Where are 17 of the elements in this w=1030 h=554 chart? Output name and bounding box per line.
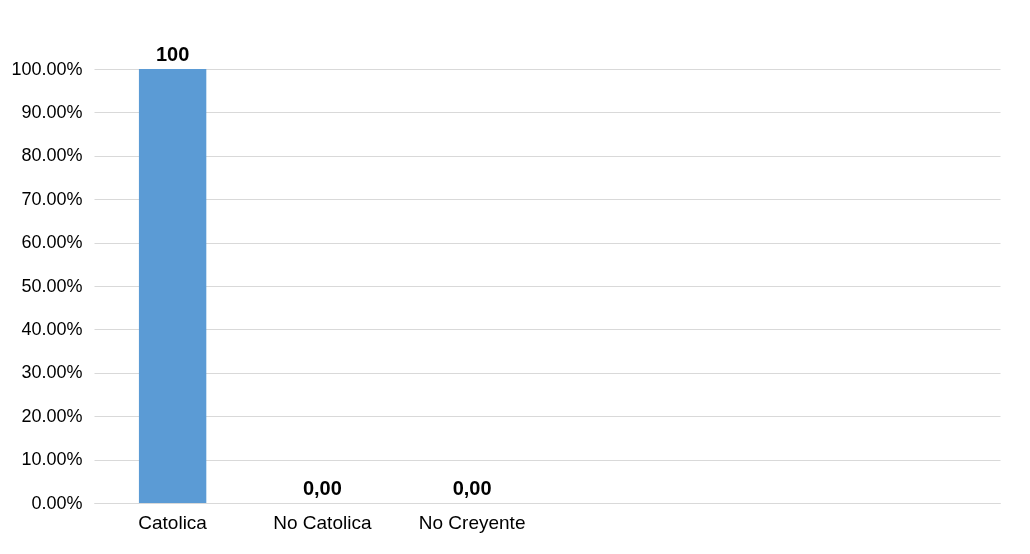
data-label: 100 bbox=[155, 43, 190, 65]
y-tick-label: 30.00% bbox=[21, 362, 83, 383]
data-label: 0,00 bbox=[452, 477, 492, 499]
y-tick-label: 10.00% bbox=[21, 449, 83, 470]
data-label: 0,00 bbox=[302, 477, 342, 499]
y-tick-label: 100.00% bbox=[11, 58, 83, 79]
y-tick-label: 50.00% bbox=[21, 275, 83, 296]
y-tick-label: 70.00% bbox=[21, 188, 83, 209]
x-tick-label: Catolica bbox=[138, 511, 208, 533]
y-tick-label: 90.00% bbox=[21, 101, 83, 122]
y-tick-label: 0.00% bbox=[31, 492, 83, 513]
x-tick-label: No Creyente bbox=[418, 511, 526, 533]
y-tick-label: 40.00% bbox=[21, 318, 83, 339]
y-tick-label: 60.00% bbox=[21, 232, 83, 253]
y-tick-label: 20.00% bbox=[21, 405, 83, 426]
y-tick-label: 80.00% bbox=[21, 145, 83, 166]
x-tick-label: No Catolica bbox=[273, 511, 372, 533]
